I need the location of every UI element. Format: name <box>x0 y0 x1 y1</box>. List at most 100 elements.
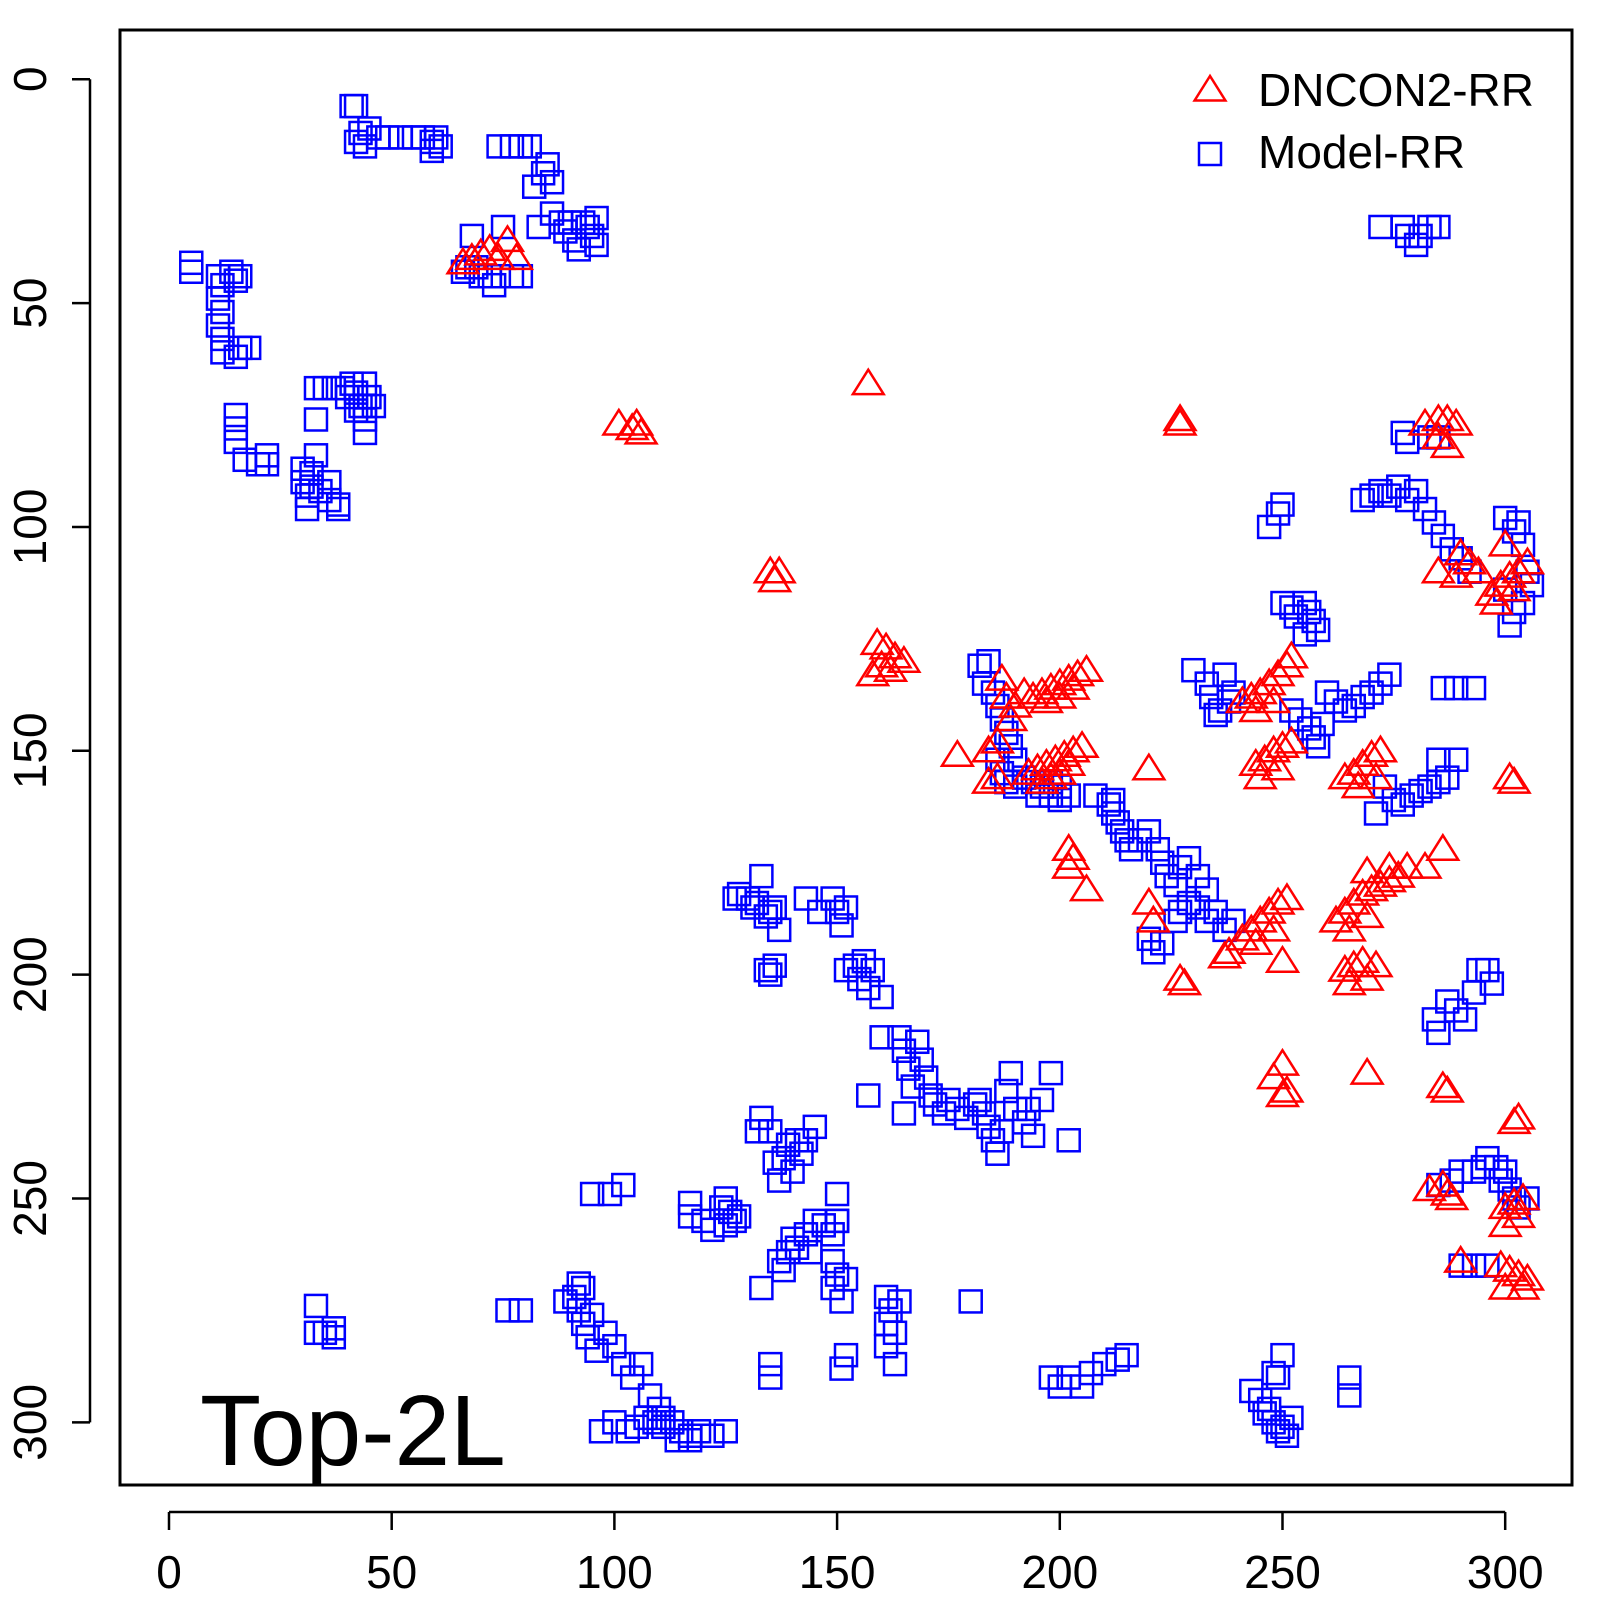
data-point-triangle <box>1042 756 1078 785</box>
data-point-square <box>766 1248 792 1274</box>
data-point-triangle <box>1353 738 1390 768</box>
data-point-square <box>1016 1096 1041 1122</box>
data-point-square <box>1038 1365 1064 1390</box>
data-point-square <box>352 407 378 432</box>
data-point-triangle <box>877 640 913 669</box>
data-point-square <box>962 1092 988 1117</box>
data-point-square <box>210 299 235 325</box>
data-point-square <box>824 899 850 925</box>
data-point-triangle <box>1233 913 1269 942</box>
data-point-square <box>1279 595 1304 620</box>
data-point-square <box>749 863 774 889</box>
data-point-triangle <box>1010 756 1047 785</box>
data-point-triangle <box>1055 671 1091 700</box>
data-point-square <box>352 420 378 446</box>
data-point-triangle <box>855 658 891 687</box>
data-point-square <box>677 1427 703 1453</box>
data-point-square <box>210 326 235 352</box>
x-tick-label: 150 <box>799 1546 876 1598</box>
data-point-triangle <box>1051 850 1087 879</box>
data-point-square <box>1145 837 1171 862</box>
data-point-square <box>419 138 445 164</box>
data-point-triangle <box>1264 944 1301 973</box>
data-point-square <box>530 161 556 186</box>
data-point-square <box>321 1325 347 1350</box>
legend-marker-triangle <box>1192 73 1228 102</box>
data-point-square <box>1141 939 1166 965</box>
data-point-triangle <box>614 412 650 441</box>
legend-label: Model-RR <box>1258 126 1465 178</box>
data-point-square <box>1435 765 1460 790</box>
data-point-square <box>1127 828 1153 853</box>
data-point-square <box>223 429 249 455</box>
data-point-square <box>1368 671 1393 696</box>
data-point-square <box>1394 487 1420 513</box>
data-point-square <box>1207 698 1233 723</box>
data-point-square <box>254 452 280 477</box>
data-point-square <box>223 402 249 428</box>
data-point-square <box>1430 523 1456 549</box>
data-point-triangle <box>1255 685 1292 714</box>
data-point-square <box>228 263 253 289</box>
data-point-triangle <box>1380 859 1416 888</box>
data-point-triangle <box>1429 403 1465 432</box>
data-point-square <box>1461 1253 1487 1278</box>
data-point-square <box>998 734 1024 759</box>
data-point-square <box>624 1414 649 1440</box>
data-point-square <box>1377 662 1402 687</box>
data-point-square <box>1426 747 1451 772</box>
data-point-square <box>1314 680 1340 705</box>
data-point-square <box>869 984 894 1010</box>
data-point-square <box>1283 604 1309 629</box>
data-point-square <box>1488 1168 1513 1193</box>
data-point-square <box>343 93 369 119</box>
data-point-square <box>726 881 752 907</box>
data-point-square <box>1038 1060 1064 1086</box>
data-point-triangle <box>757 564 793 593</box>
data-point-square <box>664 1427 689 1453</box>
data-point-triangle <box>1336 756 1372 785</box>
data-point-triangle <box>1411 1173 1448 1202</box>
data-point-square <box>615 1419 641 1444</box>
data-point-square <box>308 478 333 504</box>
data-point-square <box>646 1396 672 1422</box>
data-point-square <box>677 1204 703 1229</box>
data-point-triangle <box>1349 855 1385 884</box>
data-point-triangle <box>1042 680 1078 709</box>
data-point-square <box>343 380 369 405</box>
data-point-triangle <box>1068 873 1105 902</box>
data-point-square <box>303 443 329 468</box>
x-tick-label: 100 <box>576 1546 653 1598</box>
data-point-triangle <box>1509 546 1546 575</box>
data-point-square <box>1279 1405 1304 1431</box>
data-point-square <box>508 1298 534 1323</box>
data-point-square <box>223 416 249 441</box>
data-point-square <box>179 250 204 276</box>
data-point-square <box>1212 662 1237 687</box>
data-point-square <box>508 263 534 289</box>
data-point-square <box>584 232 609 258</box>
data-point-triangle <box>1358 761 1394 790</box>
data-point-square <box>633 1405 658 1431</box>
data-point-square <box>539 201 565 226</box>
data-point-triangle <box>1353 873 1390 902</box>
data-point-triangle <box>1064 729 1100 759</box>
data-point-square <box>481 272 507 298</box>
plot-annotation: Top-2L <box>200 1375 506 1487</box>
data-point-triangle <box>1349 900 1385 929</box>
data-point-square <box>1114 1342 1139 1368</box>
data-point-square <box>1118 837 1144 862</box>
data-point-triangle <box>1024 765 1060 794</box>
data-point-triangle <box>463 237 499 266</box>
data-point-square <box>882 1320 908 1346</box>
data-point-square <box>1239 1378 1264 1404</box>
data-point-triangle <box>1327 953 1363 982</box>
data-point-square <box>570 210 596 235</box>
data-point-square <box>651 1405 676 1431</box>
data-point-square <box>557 210 583 235</box>
data-point-square <box>744 1119 770 1144</box>
data-point-square <box>900 1074 926 1099</box>
data-point-square <box>254 443 280 468</box>
data-point-triangle <box>1260 658 1296 687</box>
data-point-triangle <box>1162 407 1198 436</box>
